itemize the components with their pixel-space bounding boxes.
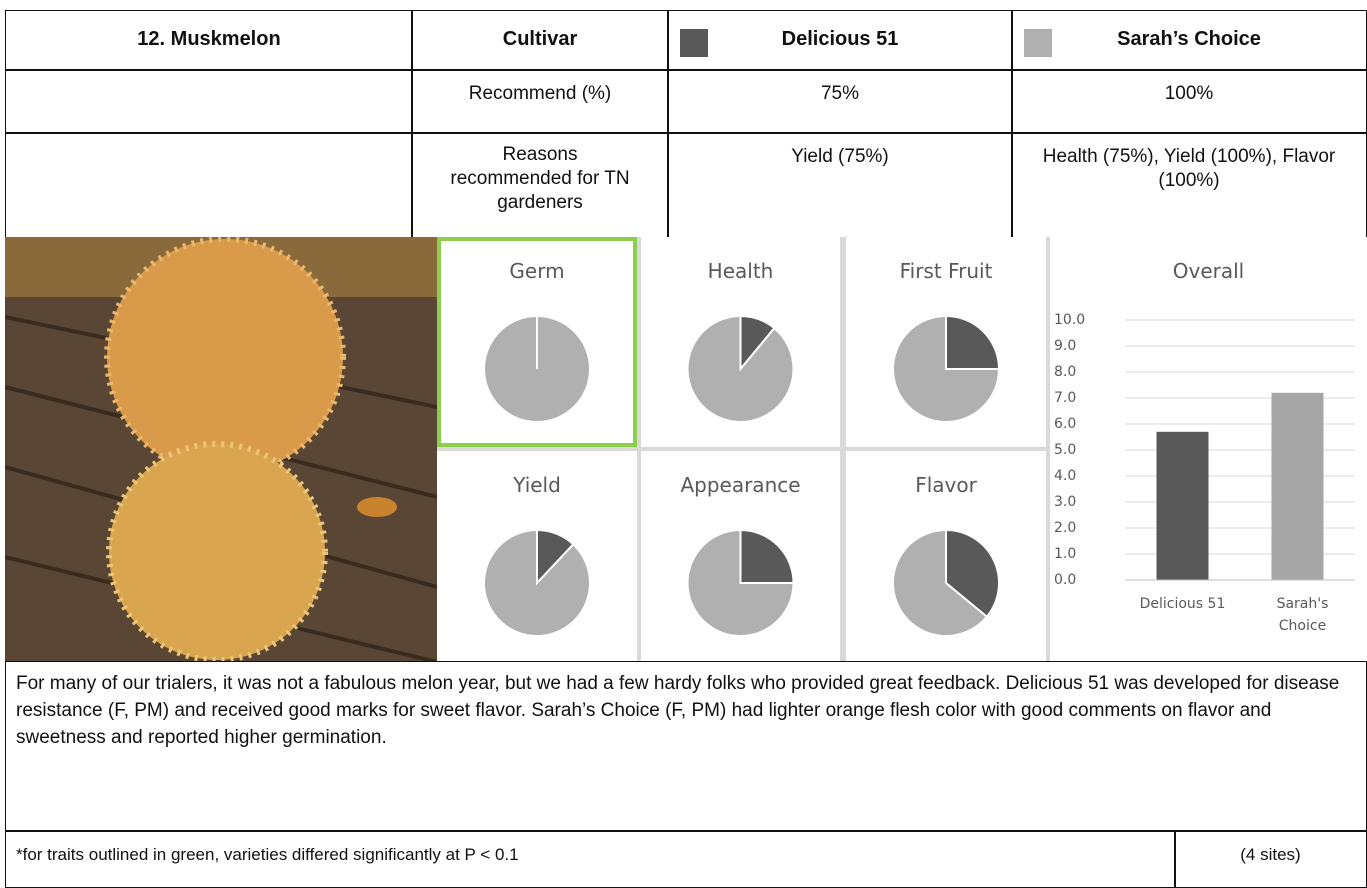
y-tick-label: 4.0 — [1054, 468, 1076, 484]
y-tick-label: 3.0 — [1054, 494, 1076, 510]
pie-chart — [686, 314, 795, 423]
sites: (4 sites) — [1240, 845, 1301, 864]
legend-swatch — [680, 29, 708, 57]
y-tick-label: 2.0 — [1054, 520, 1076, 536]
pie-slice — [892, 528, 989, 637]
row-value-text: Yield (75%) — [791, 146, 889, 167]
y-tick-label: 10.0 — [1054, 312, 1085, 328]
cultivar-name: Sarah’s Choice — [1117, 28, 1261, 50]
pie-panel: Health — [641, 237, 840, 447]
cultivar-label-cell: Cultivar — [411, 10, 669, 71]
title-cell: 12. Muskmelon — [5, 10, 413, 71]
bar-panel: Overall 0.0 1.0 2.0 3.0 4.0 5.0 6.0 7.0 8.0 9.0 10.… — [1050, 237, 1367, 662]
bar-chart: 0.0 1.0 2.0 3.0 4.0 5.0 6.0 7.0 8.0 9.0 10.0 — [1054, 312, 1355, 588]
row-label: Reasons recommended for TN gardeners — [411, 132, 669, 238]
x-tick-label: Sarah's Choice — [1276, 596, 1329, 634]
pie-title: First Fruit — [899, 259, 993, 283]
y-tick-label: 1.0 — [1054, 546, 1076, 562]
empty-cell — [5, 132, 413, 238]
chart-grid: Germ Health First Fruit Yield Appearance Flav… — [437, 237, 1367, 662]
row-value: 100% — [1011, 69, 1367, 134]
pie-panel: Germ — [437, 237, 637, 447]
row-value-text: 75% — [820, 83, 860, 104]
footnote: *for traits outlined in green, varieties… — [16, 845, 519, 864]
cultivar-name: Delicious 51 — [781, 28, 899, 50]
pie-title: Yield — [513, 473, 561, 497]
row-value: 75% — [667, 69, 1013, 134]
pie-slice — [945, 528, 1000, 619]
footnote-cell: *for traits outlined in green, varieties… — [5, 830, 1176, 888]
description: For many of our trialers, it was not a f… — [16, 673, 1340, 748]
y-tick-label: 0.0 — [1054, 572, 1076, 588]
bar — [1156, 431, 1209, 580]
row-value: Yield (75%) — [667, 132, 1013, 238]
pie-panel: Appearance — [641, 451, 840, 662]
cultivar-cell: Sarah’s Choice — [1011, 10, 1367, 71]
y-tick-label: 6.0 — [1054, 416, 1076, 432]
x-tick-label: Delicious 51 — [1139, 596, 1226, 612]
row-value-text: 100% — [1164, 83, 1214, 104]
cultivar-label: Cultivar — [502, 28, 578, 50]
y-tick-label: 8.0 — [1054, 364, 1076, 380]
pie-chart — [483, 315, 591, 423]
pie-slice — [739, 528, 795, 584]
legend-swatch — [1024, 29, 1052, 57]
pie-chart — [892, 528, 1000, 637]
pie-chart — [892, 314, 1001, 423]
pie-panel: Flavor — [846, 451, 1046, 662]
photo — [5, 237, 437, 662]
sites-cell: (4 sites) — [1174, 830, 1367, 888]
bar — [1271, 392, 1324, 580]
cultivar-cell: Delicious 51 — [667, 10, 1013, 71]
y-tick-label: 5.0 — [1054, 442, 1076, 458]
y-tick-label: 9.0 — [1054, 338, 1076, 354]
pie-title: Appearance — [680, 473, 801, 497]
pie-title: Germ — [509, 259, 565, 283]
pie-panel: Yield — [437, 451, 637, 662]
row-value-text: Health (75%), Yield (100%), Flavor (100%… — [1042, 146, 1336, 191]
chart-title: Overall — [1172, 259, 1245, 283]
row-label-text: Recommend (%) — [468, 83, 612, 104]
row-label-text: Reasons recommended for TN gardeners — [450, 144, 630, 213]
pie-chart — [483, 528, 591, 637]
pie-panel: First Fruit — [846, 237, 1046, 447]
pie-title: Health — [707, 259, 774, 283]
pie-title: Flavor — [915, 473, 977, 497]
pie-chart — [686, 528, 795, 637]
row-value: Health (75%), Yield (100%), Flavor (100%… — [1011, 132, 1367, 238]
pie-slice — [945, 314, 1001, 370]
description-cell: For many of our trialers, it was not a f… — [5, 661, 1367, 832]
empty-cell — [5, 69, 413, 134]
title: 12. Muskmelon — [137, 28, 281, 50]
y-tick-label: 7.0 — [1054, 390, 1076, 406]
row-label: Recommend (%) — [411, 69, 669, 134]
